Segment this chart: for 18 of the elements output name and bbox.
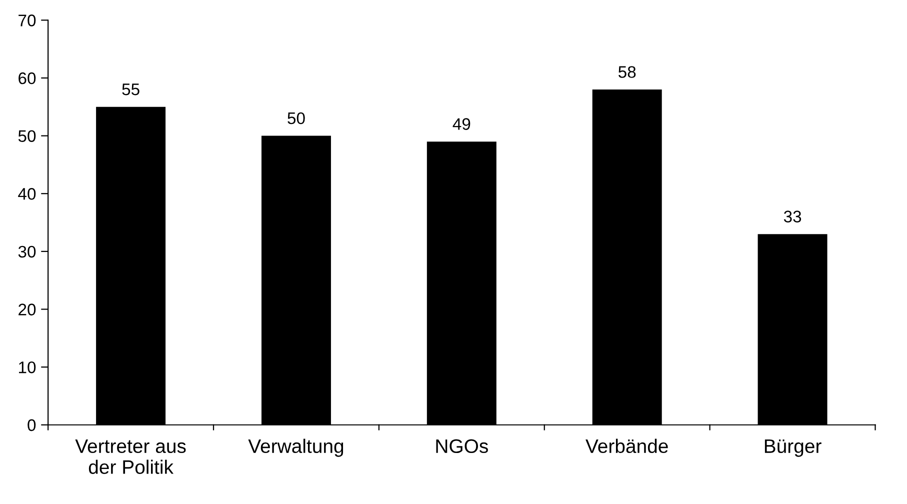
y-tick-label: 60 — [18, 72, 36, 84]
data-label: 49 — [452, 118, 470, 130]
y-tick-label: 20 — [18, 304, 36, 316]
y-tick-label: 50 — [18, 130, 36, 142]
y-tick-label: 10 — [19, 361, 36, 374]
y-tick-label: 0 — [28, 419, 36, 432]
y-tick-label: 30 — [18, 246, 36, 258]
data-label: 58 — [618, 66, 636, 78]
x-tick-label: Verbände — [586, 438, 668, 454]
data-label: 50 — [288, 112, 305, 124]
x-tick-label: Bürger — [764, 439, 822, 457]
data-label: 33 — [784, 210, 802, 222]
y-tick-label: 70 — [18, 14, 36, 26]
x-tick-label: Vertreter aus der Politik — [75, 439, 186, 474]
y-tick-label: 40 — [18, 188, 36, 200]
x-tick-label: NGOs — [436, 439, 488, 454]
x-tick-label: Verwaltung — [248, 438, 344, 457]
data-label: 55 — [122, 84, 140, 96]
